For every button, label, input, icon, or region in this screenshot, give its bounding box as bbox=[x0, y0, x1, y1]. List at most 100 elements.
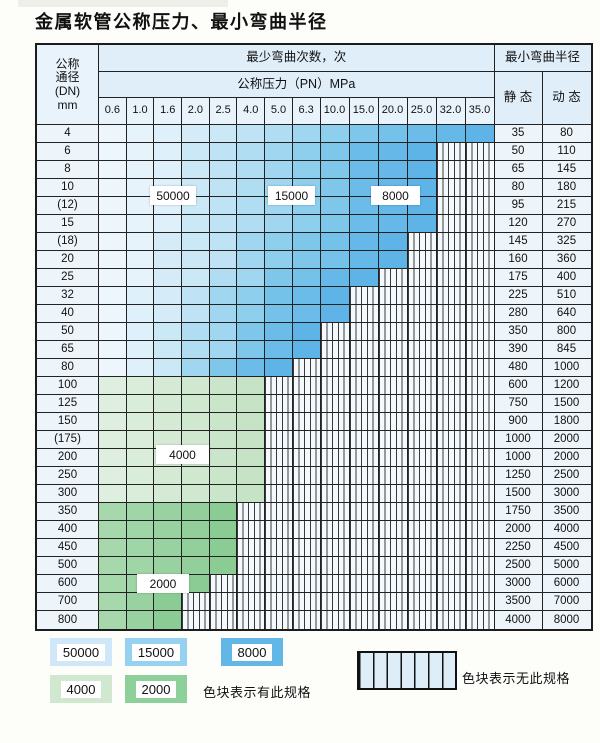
spec-cell bbox=[237, 431, 266, 449]
no-spec-cell bbox=[436, 575, 466, 593]
no-spec-cell bbox=[292, 413, 321, 431]
spec-cell bbox=[320, 269, 350, 287]
dn-header-line: 公称 bbox=[55, 56, 80, 71]
spec-cell bbox=[99, 323, 127, 341]
spec-cell bbox=[154, 215, 183, 233]
legend-swatch-label: 15000 bbox=[131, 643, 181, 661]
spec-cell bbox=[99, 395, 127, 413]
spec-cell bbox=[378, 215, 408, 233]
spec-cell bbox=[99, 467, 127, 485]
no-spec-cell bbox=[465, 323, 495, 341]
dn-cell: 50 bbox=[37, 323, 99, 341]
spec-cell bbox=[378, 143, 408, 161]
static-value-cell: 50 bbox=[494, 143, 543, 161]
spec-cell bbox=[265, 143, 293, 161]
no-spec-cell bbox=[320, 431, 350, 449]
spec-cell bbox=[407, 215, 437, 233]
no-spec-cell bbox=[407, 377, 437, 395]
dn-cell: 100 bbox=[37, 377, 99, 395]
no-spec-cell bbox=[436, 611, 466, 629]
dynamic-value-cell: 3000 bbox=[542, 485, 591, 503]
spec-cell bbox=[265, 305, 293, 323]
spec-cell bbox=[237, 215, 266, 233]
no-spec-cell bbox=[320, 323, 350, 341]
dn-cell: 15 bbox=[37, 215, 99, 233]
spec-cell bbox=[99, 449, 127, 467]
spec-cell bbox=[292, 341, 321, 359]
no-spec-cell bbox=[349, 539, 379, 557]
spec-cell bbox=[154, 395, 183, 413]
static-value-cell: 1500 bbox=[494, 485, 543, 503]
spec-cell bbox=[126, 323, 155, 341]
pressure-value-header: 15.0 bbox=[349, 98, 379, 125]
spec-cell bbox=[126, 341, 155, 359]
dn-cell: 80 bbox=[37, 359, 99, 377]
no-spec-cell bbox=[320, 377, 350, 395]
spec-cell bbox=[126, 503, 155, 521]
no-spec-cell bbox=[378, 467, 408, 485]
spec-cell bbox=[209, 377, 238, 395]
dynamic-value-cell: 6000 bbox=[542, 575, 591, 593]
spec-cell bbox=[99, 269, 127, 287]
static-value-cell: 350 bbox=[494, 323, 543, 341]
spec-cell bbox=[126, 305, 155, 323]
spec-cell bbox=[99, 251, 127, 269]
no-spec-cell bbox=[378, 575, 408, 593]
no-spec-cell bbox=[465, 233, 495, 251]
spec-cell bbox=[320, 287, 350, 305]
no-spec-cell bbox=[465, 251, 495, 269]
no-spec-cell bbox=[237, 521, 266, 539]
no-spec-cell bbox=[407, 269, 437, 287]
dynamic-value-cell: 2500 bbox=[542, 467, 591, 485]
spec-cell bbox=[182, 125, 210, 143]
spec-cell bbox=[154, 269, 183, 287]
spec-cell bbox=[182, 359, 210, 377]
dn-cell: 10 bbox=[37, 179, 99, 197]
no-spec-cell bbox=[320, 395, 350, 413]
static-value-cell: 280 bbox=[494, 305, 543, 323]
spec-cell bbox=[126, 413, 155, 431]
spec-cell bbox=[99, 143, 127, 161]
spec-cell bbox=[126, 467, 155, 485]
no-spec-cell bbox=[378, 593, 408, 611]
static-value-cell: 35 bbox=[494, 125, 543, 143]
dynamic-value-cell: 325 bbox=[542, 233, 591, 251]
no-spec-cell bbox=[407, 431, 437, 449]
dynamic-value-cell: 400 bbox=[542, 269, 591, 287]
dynamic-value-cell: 2000 bbox=[542, 431, 591, 449]
static-value-cell: 175 bbox=[494, 269, 543, 287]
pressure-value-header: 10.0 bbox=[320, 98, 350, 125]
spec-cell bbox=[182, 539, 210, 557]
spec-cell bbox=[154, 125, 183, 143]
spec-cell bbox=[292, 143, 321, 161]
spec-cell bbox=[99, 485, 127, 503]
spec-cell bbox=[265, 125, 293, 143]
no-spec-cell bbox=[436, 521, 466, 539]
legend-swatch-label: 8000 bbox=[231, 643, 273, 661]
spec-cell bbox=[182, 161, 210, 179]
no-spec-cell bbox=[378, 449, 408, 467]
static-value-cell: 2000 bbox=[494, 521, 543, 539]
no-spec-cell bbox=[265, 395, 293, 413]
no-spec-cell bbox=[292, 539, 321, 557]
legend-swatch-2000: 2000 bbox=[125, 675, 187, 703]
dn-cell: 6 bbox=[37, 143, 99, 161]
dynamic-value-cell: 7000 bbox=[542, 593, 591, 611]
no-spec-cell bbox=[378, 557, 408, 575]
no-spec-cell bbox=[407, 341, 437, 359]
static-value-cell: 4000 bbox=[494, 611, 543, 629]
pressure-bend-table: 公称 通径 (DN) mm 最少弯曲次数，次 最小弯曲半径 公称压力（PN）MPa 静 态动 … bbox=[35, 43, 593, 631]
spec-cell bbox=[407, 125, 437, 143]
no-spec-cell bbox=[436, 467, 466, 485]
static-value-cell: 80 bbox=[494, 179, 543, 197]
no-spec-cell bbox=[436, 287, 466, 305]
spec-cell bbox=[209, 467, 238, 485]
spec-cell bbox=[349, 161, 379, 179]
legend-hatch-swatch bbox=[357, 651, 457, 690]
spec-cell bbox=[237, 413, 266, 431]
spec-cell bbox=[320, 197, 350, 215]
spec-cell bbox=[465, 125, 495, 143]
spec-cell bbox=[265, 341, 293, 359]
no-spec-cell bbox=[407, 467, 437, 485]
bend-cycle-region-label: 50000 bbox=[150, 186, 196, 205]
